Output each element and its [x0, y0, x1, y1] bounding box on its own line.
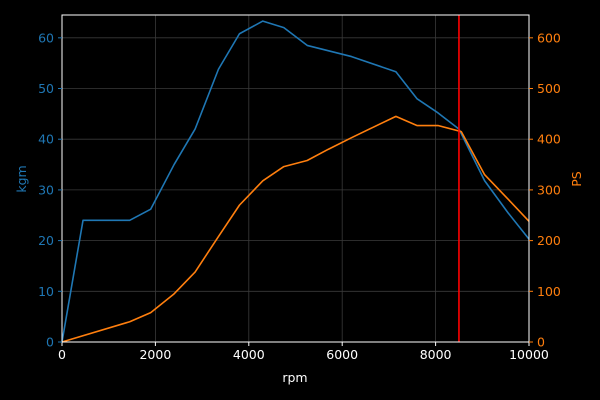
series-line-ps — [61, 115, 530, 343]
y-left-tick-label: 60 — [38, 30, 54, 45]
y-left-tick-label: 10 — [38, 284, 54, 299]
y-right-axis-label: PS — [569, 171, 584, 187]
y-right-ticks: 0 100 200 300 400 500 600 — [529, 30, 561, 350]
y-right-tick-label: 0 — [537, 335, 545, 350]
x-axis-label: rpm — [282, 370, 307, 385]
y-right-tick-label: 300 — [537, 182, 561, 197]
x-tick-label: 4000 — [233, 347, 265, 362]
x-tick-label: 2000 — [139, 347, 171, 362]
y-left-tick-label: 50 — [38, 81, 54, 96]
y-right-tick-label: 100 — [537, 284, 561, 299]
x-tick-label: 10000 — [509, 347, 549, 362]
x-tick-label: 0 — [58, 347, 66, 362]
y-left-tick-label: 20 — [38, 233, 54, 248]
y-right-tick-label: 400 — [537, 132, 561, 147]
y-left-tick-label: 0 — [46, 335, 54, 350]
y-left-ticks: 0 10 20 30 40 50 60 — [38, 30, 62, 350]
y-right-tick-label: 200 — [537, 233, 561, 248]
x-tick-label: 8000 — [420, 347, 452, 362]
x-tick-label: 6000 — [326, 347, 358, 362]
plot-frame — [61, 14, 530, 343]
y-left-tick-label: 40 — [38, 132, 54, 147]
y-left-tick-label: 30 — [38, 182, 54, 197]
x-ticks: 0 2000 4000 6000 8000 10000 — [58, 342, 549, 362]
y-right-tick-label: 500 — [537, 81, 561, 96]
y-left-axis-label: kgm — [14, 165, 29, 192]
y-right-tick-label: 600 — [537, 30, 561, 45]
